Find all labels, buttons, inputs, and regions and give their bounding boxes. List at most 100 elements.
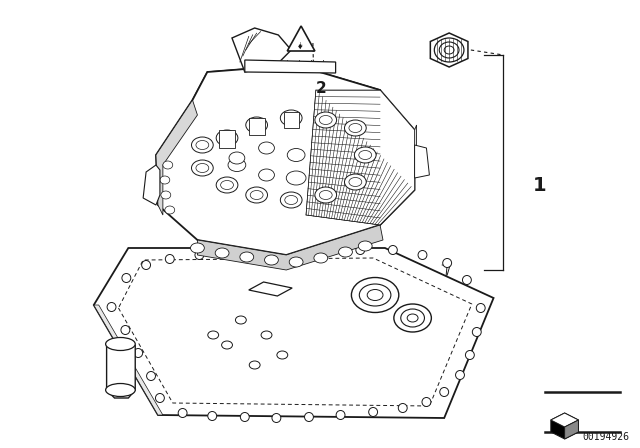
Ellipse shape [272, 414, 281, 422]
Ellipse shape [160, 176, 170, 184]
Ellipse shape [285, 113, 298, 122]
Ellipse shape [401, 309, 424, 327]
Ellipse shape [208, 412, 217, 421]
Polygon shape [197, 225, 383, 270]
Ellipse shape [107, 302, 116, 311]
Text: 00194926: 00194926 [582, 432, 629, 442]
Ellipse shape [336, 410, 345, 419]
Ellipse shape [165, 206, 175, 214]
Ellipse shape [356, 246, 365, 254]
Ellipse shape [259, 169, 275, 181]
Ellipse shape [229, 152, 245, 164]
Ellipse shape [369, 408, 378, 417]
Ellipse shape [246, 117, 268, 133]
Ellipse shape [215, 248, 229, 258]
Ellipse shape [315, 112, 337, 128]
Polygon shape [564, 420, 579, 439]
Ellipse shape [106, 383, 135, 396]
Ellipse shape [134, 349, 143, 358]
Ellipse shape [216, 177, 238, 193]
Polygon shape [249, 282, 292, 296]
Ellipse shape [292, 246, 301, 254]
Ellipse shape [165, 254, 174, 263]
Ellipse shape [285, 195, 298, 204]
Polygon shape [430, 33, 468, 67]
Ellipse shape [208, 331, 219, 339]
Polygon shape [284, 112, 299, 128]
Polygon shape [551, 413, 579, 439]
Polygon shape [245, 60, 335, 73]
Ellipse shape [106, 337, 135, 350]
Ellipse shape [358, 241, 372, 251]
Ellipse shape [440, 388, 449, 396]
Polygon shape [219, 130, 235, 148]
Polygon shape [380, 125, 417, 225]
Ellipse shape [439, 42, 459, 58]
Text: 2: 2 [316, 81, 326, 95]
Ellipse shape [435, 38, 464, 62]
Polygon shape [415, 145, 429, 178]
Ellipse shape [394, 304, 431, 332]
Polygon shape [232, 28, 291, 72]
Ellipse shape [178, 409, 187, 418]
Ellipse shape [191, 160, 213, 176]
Text: ♦: ♦ [297, 44, 303, 50]
Ellipse shape [196, 164, 209, 172]
Ellipse shape [367, 289, 383, 301]
Ellipse shape [472, 327, 481, 336]
Ellipse shape [289, 257, 303, 267]
Polygon shape [551, 413, 579, 427]
Ellipse shape [344, 174, 366, 190]
Ellipse shape [221, 181, 234, 190]
Ellipse shape [259, 142, 275, 154]
Ellipse shape [141, 260, 150, 270]
Ellipse shape [359, 284, 391, 306]
Ellipse shape [280, 192, 302, 208]
Ellipse shape [264, 255, 278, 265]
Ellipse shape [388, 246, 397, 254]
Ellipse shape [221, 134, 234, 142]
Polygon shape [287, 26, 315, 51]
Text: 1: 1 [533, 176, 547, 194]
Ellipse shape [476, 303, 485, 313]
Polygon shape [94, 305, 163, 415]
Ellipse shape [359, 151, 372, 159]
Ellipse shape [195, 250, 204, 259]
Ellipse shape [344, 120, 366, 136]
Ellipse shape [465, 350, 474, 359]
Ellipse shape [240, 252, 253, 262]
Ellipse shape [191, 137, 213, 153]
Ellipse shape [221, 341, 232, 349]
Ellipse shape [249, 361, 260, 369]
Ellipse shape [260, 246, 269, 254]
Polygon shape [156, 65, 415, 255]
Ellipse shape [250, 121, 263, 129]
Polygon shape [306, 90, 415, 225]
Ellipse shape [305, 413, 314, 422]
Ellipse shape [315, 187, 337, 203]
Ellipse shape [287, 148, 305, 161]
Ellipse shape [314, 253, 328, 263]
Ellipse shape [163, 161, 173, 169]
Ellipse shape [349, 124, 362, 133]
Ellipse shape [277, 351, 288, 359]
Ellipse shape [196, 141, 209, 150]
Ellipse shape [228, 159, 246, 172]
Ellipse shape [216, 130, 238, 146]
Ellipse shape [319, 190, 332, 199]
Polygon shape [156, 100, 197, 215]
Polygon shape [143, 165, 160, 205]
Ellipse shape [349, 177, 362, 186]
Polygon shape [249, 118, 264, 135]
Ellipse shape [355, 147, 376, 163]
Ellipse shape [422, 397, 431, 406]
Ellipse shape [398, 404, 407, 413]
Ellipse shape [286, 171, 306, 185]
Ellipse shape [122, 273, 131, 283]
Ellipse shape [351, 277, 399, 313]
Ellipse shape [250, 190, 263, 199]
Ellipse shape [161, 191, 171, 199]
Ellipse shape [147, 371, 156, 380]
Ellipse shape [191, 243, 204, 253]
Ellipse shape [228, 247, 236, 257]
